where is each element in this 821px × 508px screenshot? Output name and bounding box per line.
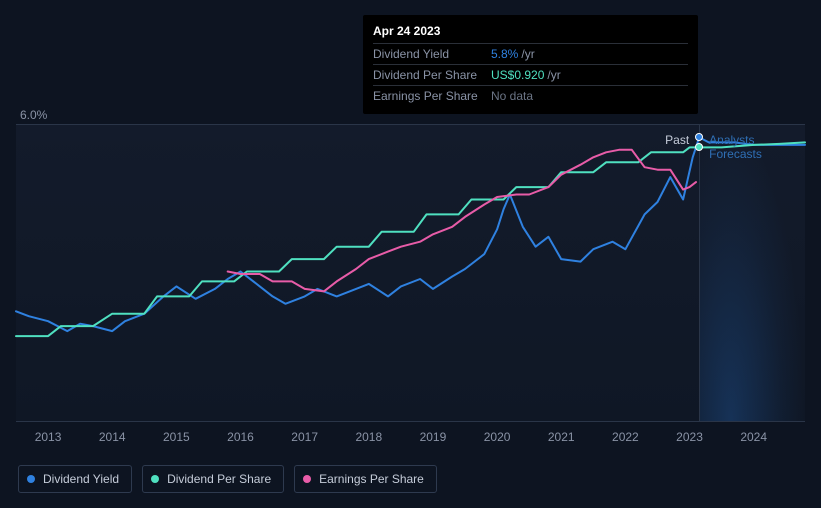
marker-dot-dps xyxy=(695,143,703,151)
chart-tooltip: Apr 24 2023 Dividend Yield 5.8% /yr Divi… xyxy=(363,15,698,114)
x-axis-labels: 2013 2014 2015 2016 2017 2018 2019 2020 2021 2022… xyxy=(16,430,805,450)
legend-item-yield[interactable]: Dividend Yield xyxy=(18,465,132,493)
tooltip-row-yield: Dividend Yield 5.8% /yr xyxy=(373,43,688,64)
legend-label: Dividend Per Share xyxy=(167,472,271,486)
x-tick: 2014 xyxy=(99,430,126,444)
tooltip-row-dps: Dividend Per Share US$0.920 /yr xyxy=(373,64,688,85)
x-tick: 2024 xyxy=(740,430,767,444)
marker-dot-yield xyxy=(695,133,703,141)
tooltip-suffix: /yr xyxy=(521,47,534,61)
tooltip-value: US$0.920 xyxy=(491,68,544,82)
x-tick: 2015 xyxy=(163,430,190,444)
tooltip-value: 5.8% xyxy=(491,47,518,61)
forecast-label: Analysts Forecasts xyxy=(709,133,805,161)
tooltip-row-eps: Earnings Per Share No data xyxy=(373,85,688,106)
legend-dot xyxy=(303,475,311,483)
legend-dot xyxy=(151,475,159,483)
x-tick: 2013 xyxy=(35,430,62,444)
tooltip-value: No data xyxy=(491,89,533,103)
legend-item-eps[interactable]: Earnings Per Share xyxy=(294,465,437,493)
tooltip-key: Earnings Per Share xyxy=(373,89,491,103)
x-tick: 2020 xyxy=(484,430,511,444)
x-tick: 2019 xyxy=(420,430,447,444)
chart-lines xyxy=(16,125,805,421)
legend-label: Earnings Per Share xyxy=(319,472,424,486)
legend-dot xyxy=(27,475,35,483)
x-tick: 2016 xyxy=(227,430,254,444)
tooltip-key: Dividend Per Share xyxy=(373,68,491,82)
x-tick: 2017 xyxy=(291,430,318,444)
legend-item-dps[interactable]: Dividend Per Share xyxy=(142,465,284,493)
x-tick: 2023 xyxy=(676,430,703,444)
tooltip-date: Apr 24 2023 xyxy=(373,21,688,43)
legend-label: Dividend Yield xyxy=(43,472,119,486)
x-tick: 2018 xyxy=(355,430,382,444)
x-tick: 2021 xyxy=(548,430,575,444)
tooltip-key: Dividend Yield xyxy=(373,47,491,61)
y-tick-top: 6.0% xyxy=(20,108,47,122)
x-tick: 2022 xyxy=(612,430,639,444)
tooltip-suffix: /yr xyxy=(547,68,560,82)
chart-legend: Dividend Yield Dividend Per Share Earnin… xyxy=(18,465,437,493)
past-label: Past xyxy=(665,133,689,147)
chart-plot[interactable]: Past Analysts Forecasts xyxy=(16,124,805,422)
